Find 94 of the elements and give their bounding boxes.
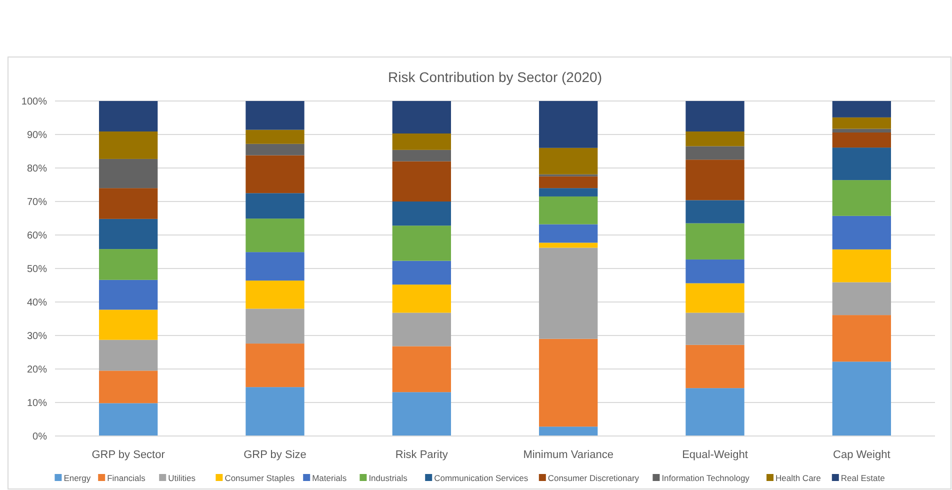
bar bbox=[99, 131, 158, 159]
bar bbox=[99, 249, 158, 280]
bar bbox=[832, 216, 891, 250]
legend-label: Energy bbox=[64, 473, 92, 483]
bar bbox=[246, 101, 304, 130]
x-tick-label: GRP by Size bbox=[244, 449, 306, 461]
bar bbox=[99, 158, 158, 188]
bar bbox=[246, 144, 304, 156]
x-tick-label: Cap Weight bbox=[833, 449, 890, 461]
bar bbox=[392, 101, 451, 134]
bar bbox=[686, 160, 744, 200]
bar bbox=[686, 388, 744, 436]
bar bbox=[539, 176, 598, 188]
bar bbox=[686, 283, 744, 313]
x-tick-label: Risk Parity bbox=[395, 449, 448, 461]
bar bbox=[686, 131, 744, 146]
bar bbox=[832, 282, 891, 316]
bar bbox=[392, 346, 451, 392]
legend-label: Consumer Staples bbox=[224, 473, 295, 483]
x-tick-label: GRP by Sector bbox=[92, 449, 166, 461]
y-tick-label: 20% bbox=[26, 364, 48, 376]
bar bbox=[99, 218, 158, 250]
x-tick-label: Equal-Weight bbox=[682, 449, 748, 461]
legend-label: Real Estate bbox=[840, 473, 886, 483]
bar bbox=[686, 344, 744, 388]
bar bbox=[832, 249, 891, 282]
legend-label: Utilities bbox=[168, 473, 196, 483]
y-tick-label: 0% bbox=[32, 432, 48, 442]
x-tick-label: Minimum Variance bbox=[523, 449, 614, 461]
bar bbox=[539, 248, 598, 339]
bar bbox=[832, 101, 891, 118]
bar bbox=[832, 132, 891, 148]
bar bbox=[686, 101, 744, 132]
bar bbox=[99, 340, 158, 371]
bar bbox=[99, 101, 158, 132]
bar bbox=[539, 426, 598, 436]
y-tick-label: 60% bbox=[26, 230, 48, 242]
bar bbox=[686, 146, 744, 160]
bar bbox=[99, 403, 158, 436]
bar bbox=[246, 387, 304, 436]
legend-label: Information Technology bbox=[662, 473, 750, 483]
bar bbox=[246, 130, 304, 144]
bar bbox=[832, 315, 891, 362]
bar bbox=[832, 362, 891, 436]
bar bbox=[539, 101, 598, 148]
legend-label: Financials bbox=[107, 473, 146, 483]
bar bbox=[832, 180, 891, 216]
bar bbox=[99, 280, 158, 310]
bar bbox=[99, 370, 158, 404]
bar bbox=[686, 223, 744, 260]
bar bbox=[539, 148, 598, 174]
legend-label: Communication Services bbox=[434, 473, 528, 483]
bar bbox=[539, 196, 598, 224]
legend-label: Industrials bbox=[368, 473, 408, 483]
bar bbox=[539, 224, 598, 243]
bar bbox=[392, 150, 451, 162]
y-tick-label: 40% bbox=[26, 298, 48, 308]
bar bbox=[832, 117, 891, 129]
bar bbox=[246, 252, 304, 281]
legend-label: Health Care bbox=[776, 473, 822, 483]
legend-label: Consumer Discretionary bbox=[548, 473, 640, 483]
bar bbox=[392, 392, 451, 436]
bar bbox=[686, 312, 744, 345]
y-tick-label: 70% bbox=[26, 197, 48, 208]
y-tick-label: 90% bbox=[26, 130, 48, 141]
legend-label: Materials bbox=[312, 473, 347, 483]
bar bbox=[392, 133, 451, 150]
bar bbox=[99, 188, 158, 219]
bar bbox=[539, 188, 598, 196]
y-tick-label: 30% bbox=[26, 331, 48, 342]
bar bbox=[246, 308, 304, 344]
bar bbox=[832, 128, 891, 132]
y-tick-label: 10% bbox=[26, 398, 48, 409]
bar bbox=[246, 344, 304, 388]
bar bbox=[686, 259, 744, 284]
bar bbox=[99, 310, 158, 340]
bar bbox=[539, 242, 598, 248]
y-tick-label: 50% bbox=[26, 264, 48, 275]
bar bbox=[392, 312, 451, 346]
bar bbox=[246, 155, 304, 194]
bar bbox=[539, 338, 598, 427]
bar bbox=[392, 226, 451, 261]
bar bbox=[392, 260, 451, 285]
bar bbox=[686, 200, 744, 224]
bar bbox=[832, 148, 891, 180]
bar bbox=[246, 193, 304, 219]
y-tick-label: 80% bbox=[26, 164, 48, 174]
bar bbox=[246, 218, 304, 252]
bar bbox=[246, 280, 304, 309]
y-tick-label: 100% bbox=[21, 96, 48, 108]
bar bbox=[392, 202, 451, 226]
chart-title: Risk Contribution by Sector (2020) bbox=[388, 69, 602, 85]
bar bbox=[392, 161, 451, 202]
bar bbox=[392, 284, 451, 313]
